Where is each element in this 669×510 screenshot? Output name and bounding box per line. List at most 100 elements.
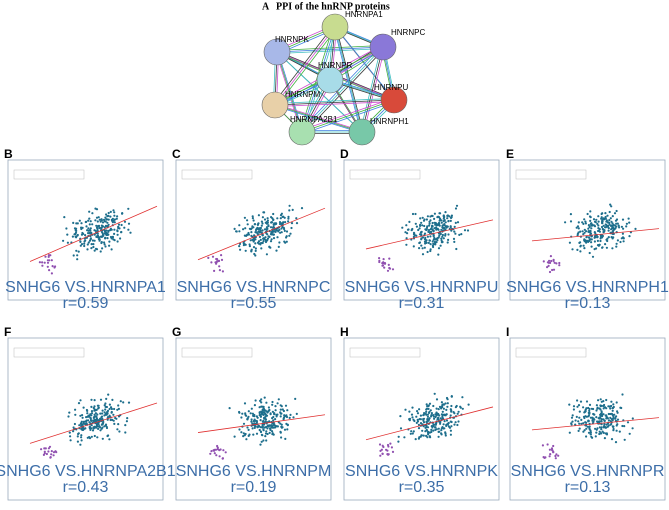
scatter-point	[253, 424, 256, 427]
scatter-point	[444, 402, 447, 405]
scatter-point	[585, 435, 588, 438]
scatter-point	[101, 409, 104, 412]
scatter-point	[80, 233, 84, 236]
scatter-point	[435, 227, 438, 230]
scatter-point	[84, 234, 87, 237]
scatter-point	[601, 221, 604, 225]
scatter-point	[258, 227, 261, 230]
scatter-point	[295, 412, 298, 415]
scatter-point	[117, 223, 121, 226]
scatter-point	[382, 445, 385, 449]
scatter-point	[108, 244, 111, 247]
scatter-point	[381, 452, 384, 455]
scatter-point	[269, 226, 273, 229]
scatter-point	[428, 435, 431, 438]
scatter-point	[578, 410, 581, 413]
scatter-point	[260, 410, 263, 413]
scatter-point	[80, 434, 83, 437]
scatter-point	[77, 402, 81, 405]
scatter-point	[604, 426, 607, 429]
scatter-point	[577, 420, 580, 423]
scatter-point	[425, 410, 428, 413]
scatter-point	[546, 266, 549, 269]
scatter-point	[260, 440, 263, 443]
scatter-point	[568, 431, 571, 434]
scatter-point	[42, 453, 46, 456]
scatter-point	[419, 223, 422, 226]
scatter-point	[104, 237, 107, 240]
scatter-point	[266, 219, 269, 222]
scatter-point	[277, 245, 280, 248]
scatter-point	[85, 422, 88, 425]
scatter-point	[621, 424, 624, 428]
scatter-point	[426, 250, 429, 254]
scatter-point	[411, 212, 415, 216]
scatter-point	[457, 420, 460, 423]
scatter-point	[596, 239, 600, 242]
scatter-point	[88, 217, 91, 220]
scatter-point	[290, 226, 293, 230]
scatter-point	[93, 239, 96, 242]
scatter-point	[242, 228, 245, 231]
scatter-point	[589, 219, 592, 222]
scatter-point	[620, 225, 624, 228]
scatter-point	[599, 404, 602, 407]
scatter-point	[239, 248, 242, 251]
scatter-point	[602, 426, 606, 429]
scatter-point	[253, 404, 256, 407]
scatter-point	[414, 438, 417, 441]
scatter-point	[108, 403, 111, 406]
scatter-point	[252, 219, 255, 222]
scatter-point	[285, 414, 288, 417]
panel-label: D	[340, 147, 349, 161]
scatter-point	[426, 415, 429, 418]
scatter-point	[592, 417, 595, 420]
scatter-point	[216, 444, 219, 448]
scatter-point	[83, 242, 86, 245]
correlation-title: SNHG6 VS.HNRNPK	[345, 463, 498, 480]
scatter-point	[411, 406, 414, 409]
scatter-point	[54, 450, 57, 453]
scatter-point	[240, 416, 243, 419]
scatter-point	[426, 418, 429, 421]
scatter-point	[460, 233, 463, 236]
scatter-point	[585, 400, 589, 403]
scatter-point	[424, 228, 427, 231]
scatter-point	[438, 405, 442, 408]
scatter-point	[614, 441, 618, 444]
scatter-point	[104, 405, 107, 408]
scatter-point	[576, 405, 579, 408]
scatter-point	[432, 414, 435, 417]
scatter-point	[425, 421, 428, 424]
scatter-point	[449, 420, 452, 423]
scatter-point	[441, 410, 444, 413]
panel-label: A	[262, 1, 270, 12]
scatter-point	[247, 428, 250, 431]
scatter-point	[238, 224, 241, 227]
scatter-point	[255, 227, 258, 230]
plot-frame	[7, 337, 164, 501]
scatter-point	[246, 426, 249, 429]
scatter-point	[443, 223, 446, 226]
scatter-point	[459, 405, 462, 408]
scatter-point	[427, 407, 430, 410]
scatter-point	[259, 426, 262, 429]
scatter-point	[264, 420, 267, 423]
scatter-point	[450, 214, 453, 217]
scatter-point	[79, 443, 82, 446]
scatter-point	[228, 407, 231, 410]
scatter-point	[558, 264, 561, 267]
regression-line	[197, 207, 326, 261]
scatter-point	[456, 423, 459, 427]
scatter-point	[268, 420, 271, 423]
scatter-point	[255, 415, 258, 418]
scatter-point	[388, 266, 391, 270]
scatter-point	[623, 438, 626, 441]
scatter-point	[595, 247, 598, 250]
scatter-point	[275, 222, 278, 225]
scatter-point	[423, 240, 427, 243]
legend-box	[349, 347, 421, 358]
scatter-point	[103, 241, 106, 244]
scatter-point	[287, 215, 290, 218]
